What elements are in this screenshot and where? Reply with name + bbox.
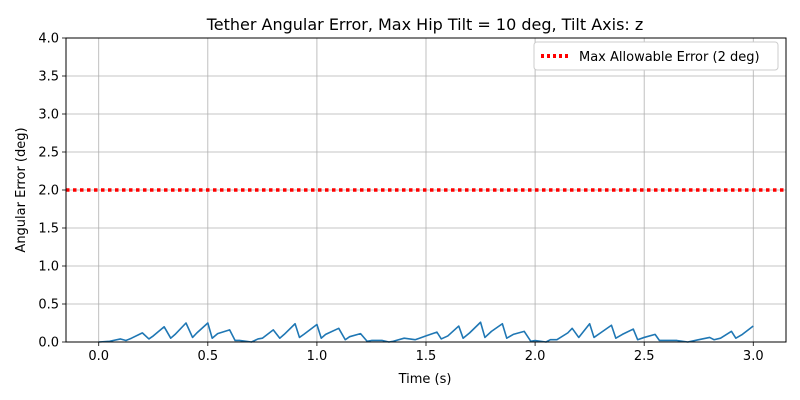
y-tick-label: 0.0	[38, 336, 59, 351]
x-tick-label: 3.0	[743, 349, 764, 364]
x-tick-label: 1.0	[307, 349, 328, 364]
y-tick-label: 4.0	[38, 32, 59, 47]
y-axis-label: Angular Error (deg)	[14, 127, 29, 252]
legend-label-max-allowable-error: Max Allowable Error (2 deg)	[579, 50, 760, 65]
x-axis-label: Time (s)	[398, 372, 452, 387]
x-tick-label: 2.5	[634, 349, 655, 364]
y-tick-label: 2.5	[38, 146, 59, 161]
x-tick-label: 0.5	[197, 349, 218, 364]
y-tick-label: 0.5	[38, 298, 59, 313]
angular-error-line	[98, 321, 754, 343]
y-tick-label: 3.5	[38, 70, 59, 85]
plot-series	[66, 188, 786, 343]
y-tick-label: 3.0	[38, 108, 59, 123]
y-tick-label: 2.0	[38, 184, 59, 199]
x-tick-label: 2.0	[525, 349, 546, 364]
axis-ticks: 0.0 0.5 1.0 1.5 2.0 2.5 3.0 0.0 0.5 1.0 1.5 2.0 2.5 3…	[38, 32, 763, 365]
x-tick-label: 0.0	[88, 349, 109, 364]
y-tick-label: 1.5	[38, 222, 59, 237]
x-tick-label: 1.5	[416, 349, 437, 364]
y-tick-label: 1.0	[38, 260, 59, 275]
legend-box	[533, 41, 779, 71]
legend: Max Allowable Error (2 deg)	[533, 41, 779, 71]
chart-title: Tether Angular Error, Max Hip Tilt = 10 …	[206, 15, 644, 34]
